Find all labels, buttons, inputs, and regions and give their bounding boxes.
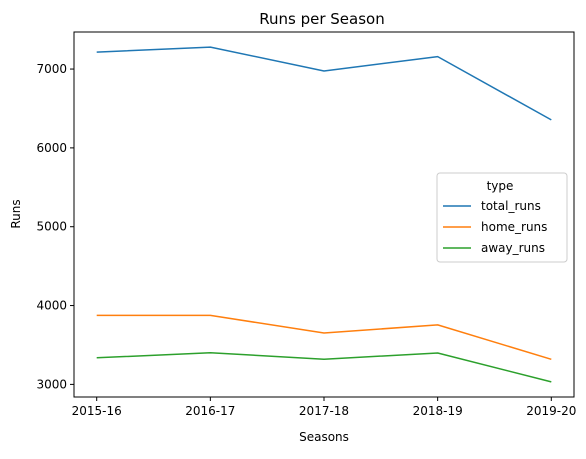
x-tick-label: 2019-20 bbox=[526, 404, 576, 418]
y-tick-label: 7000 bbox=[36, 62, 67, 76]
y-tick-label: 3000 bbox=[36, 377, 67, 391]
series-line-total_runs bbox=[97, 47, 552, 120]
x-axis-label: Seasons bbox=[299, 430, 349, 444]
y-tick-label: 5000 bbox=[36, 220, 67, 234]
legend-label-home_runs: home_runs bbox=[481, 220, 547, 234]
x-tick-label: 2015-16 bbox=[72, 404, 122, 418]
y-axis-ticks: 3000 4000 5000 6000 7000 bbox=[36, 62, 74, 391]
chart-title: Runs per Season bbox=[259, 10, 384, 28]
legend-title: type bbox=[487, 179, 514, 193]
x-tick-label: 2017-18 bbox=[299, 404, 349, 418]
y-tick-label: 4000 bbox=[36, 299, 67, 313]
series-line-home_runs bbox=[97, 315, 552, 359]
y-tick-label: 6000 bbox=[36, 141, 67, 155]
legend: type total_runs home_runs away_runs bbox=[437, 173, 567, 262]
legend-label-total_runs: total_runs bbox=[481, 199, 541, 213]
x-axis-ticks: 2015-16 2016-17 2017-18 2018-19 2019-20 bbox=[72, 397, 577, 418]
y-axis-label: Runs bbox=[9, 199, 23, 228]
legend-label-away_runs: away_runs bbox=[481, 241, 545, 255]
x-tick-label: 2016-17 bbox=[185, 404, 235, 418]
x-tick-label: 2018-19 bbox=[413, 404, 463, 418]
series-line-away_runs bbox=[97, 353, 552, 382]
